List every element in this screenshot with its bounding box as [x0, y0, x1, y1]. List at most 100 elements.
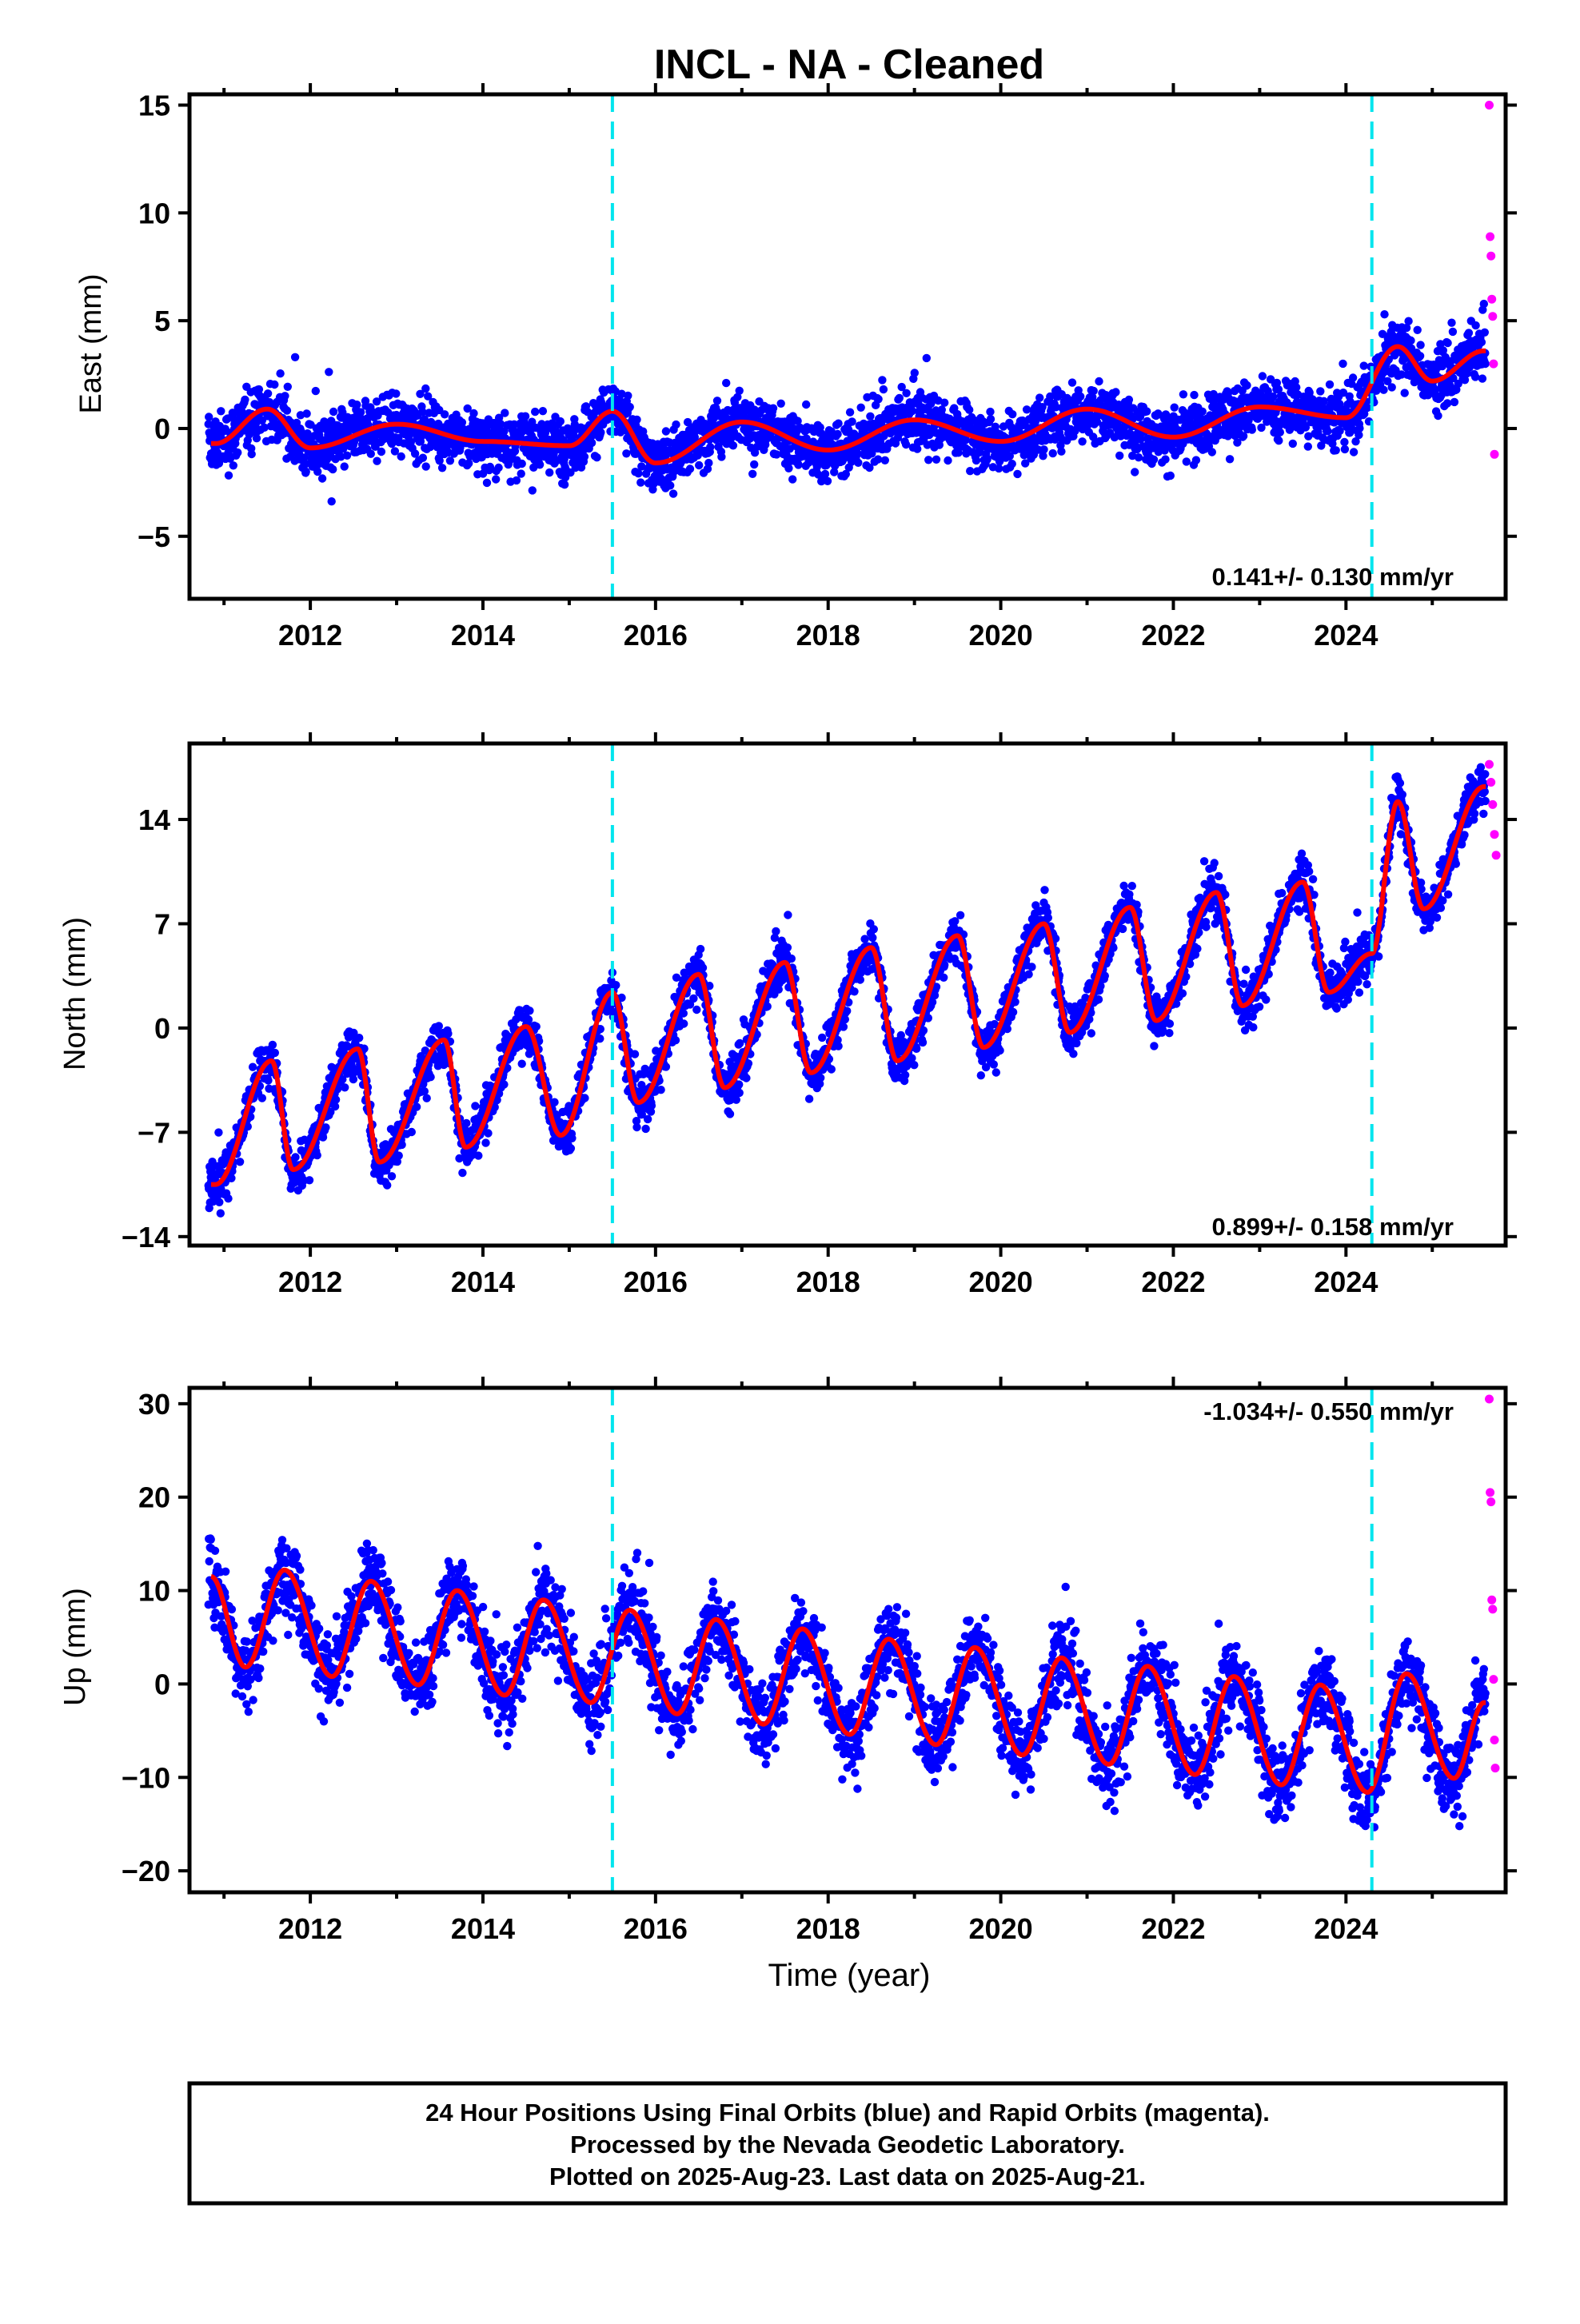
- final-orbit-point: [1379, 386, 1387, 394]
- final-orbit-point: [276, 369, 284, 377]
- final-orbit-point: [748, 470, 756, 478]
- final-orbit-point: [784, 943, 792, 951]
- final-orbit-point: [395, 1151, 403, 1159]
- final-orbit-point: [896, 394, 904, 402]
- final-orbit-point: [713, 397, 721, 405]
- final-orbit-point: [742, 1074, 750, 1082]
- final-orbit-point: [699, 963, 707, 971]
- final-orbit-point: [1339, 360, 1347, 368]
- final-orbit-point: [1416, 341, 1424, 349]
- final-orbit-point: [1167, 472, 1175, 480]
- final-orbit-point: [932, 456, 940, 464]
- final-orbit-point: [1481, 329, 1489, 337]
- final-orbit-point: [581, 452, 589, 460]
- final-orbit-point: [1076, 393, 1084, 401]
- final-orbit-point: [312, 387, 320, 395]
- final-orbit-point: [550, 1098, 558, 1106]
- final-orbit-point: [1388, 383, 1396, 391]
- final-orbit-point: [1471, 321, 1479, 329]
- final-orbit-point: [349, 1075, 357, 1083]
- final-orbit-point: [224, 1194, 232, 1202]
- final-orbit-point: [531, 408, 539, 416]
- final-orbit-point: [631, 1050, 639, 1058]
- final-orbit-point: [248, 450, 256, 458]
- final-orbit-point: [1131, 468, 1139, 476]
- final-orbit-point: [1449, 328, 1457, 336]
- final-orbit-point: [1208, 448, 1216, 456]
- final-orbit-point: [1008, 410, 1016, 418]
- final-orbit-point: [641, 1125, 649, 1133]
- final-orbit-point: [824, 477, 832, 485]
- rapid-orbit-point: [1487, 295, 1496, 304]
- final-orbit-point: [422, 462, 430, 470]
- final-orbit-point: [481, 1138, 489, 1146]
- final-orbit-point: [332, 1095, 340, 1103]
- final-orbit-point: [383, 1181, 391, 1189]
- final-orbit-point: [426, 1073, 434, 1081]
- final-orbit-point: [866, 413, 874, 421]
- final-orbit-point: [704, 459, 712, 467]
- final-orbit-point: [632, 416, 640, 424]
- final-orbit-point: [833, 430, 841, 438]
- y-tick-label: −5: [138, 520, 170, 553]
- final-orbit-point: [1471, 373, 1479, 381]
- final-orbit-point: [229, 461, 237, 469]
- final-orbit-point: [729, 441, 737, 449]
- final-orbit-point: [1332, 446, 1340, 454]
- final-orbit-point: [325, 368, 333, 376]
- rapid-orbit-point: [1489, 360, 1498, 369]
- final-orbit-point: [686, 464, 694, 472]
- final-orbit-point: [924, 456, 932, 464]
- final-orbit-point: [471, 1102, 479, 1110]
- final-orbit-point: [284, 383, 292, 391]
- x-tick-label: 2024: [1314, 619, 1378, 652]
- final-orbit-point: [1150, 456, 1158, 464]
- final-orbit-point: [1111, 388, 1119, 396]
- rapid-orbit-point: [1488, 312, 1497, 321]
- final-orbit-point: [264, 1076, 272, 1084]
- final-orbit-point: [695, 461, 703, 469]
- final-orbit-point: [706, 443, 714, 451]
- final-orbit-point: [1480, 300, 1488, 308]
- final-orbit-point: [626, 403, 634, 411]
- final-orbit-point: [500, 1080, 508, 1088]
- final-orbit-point: [1340, 438, 1348, 446]
- final-orbit-point: [1051, 403, 1059, 411]
- final-orbit-point: [313, 468, 321, 476]
- final-orbit-point: [1276, 429, 1284, 436]
- final-orbit-point: [880, 385, 888, 393]
- final-orbit-point: [1326, 381, 1334, 389]
- final-orbit-point: [269, 1041, 277, 1049]
- final-orbit-point: [233, 448, 241, 456]
- final-orbit-point: [258, 1094, 266, 1102]
- y-tick-label: 15: [138, 89, 170, 122]
- final-orbit-point: [283, 406, 291, 414]
- final-orbit-point: [1078, 437, 1086, 445]
- final-orbit-point: [329, 465, 337, 473]
- final-orbit-point: [329, 408, 337, 416]
- final-orbit-point: [1335, 427, 1343, 435]
- final-orbit-point: [217, 1210, 225, 1218]
- final-orbit-point: [821, 470, 829, 478]
- final-orbit-point: [469, 409, 477, 417]
- final-orbit-point: [1183, 457, 1191, 465]
- final-orbit-point: [666, 481, 674, 489]
- final-orbit-point: [1057, 448, 1065, 456]
- final-orbit-point: [764, 1003, 772, 1011]
- y-tick-label: 10: [138, 197, 170, 229]
- final-orbit-point: [462, 1119, 470, 1127]
- final-orbit-point: [313, 1151, 321, 1159]
- final-orbit-point: [987, 415, 995, 423]
- final-orbit-point: [392, 389, 400, 397]
- final-orbit-point: [662, 427, 670, 435]
- final-orbit-point: [423, 1094, 431, 1102]
- rapid-orbit-point: [1485, 101, 1494, 110]
- final-orbit-point: [458, 418, 466, 426]
- final-orbit-point: [784, 911, 792, 919]
- final-orbit-point: [735, 1080, 743, 1088]
- final-orbit-point: [656, 1086, 664, 1094]
- final-orbit-point: [518, 460, 526, 468]
- final-orbit-point: [622, 449, 630, 457]
